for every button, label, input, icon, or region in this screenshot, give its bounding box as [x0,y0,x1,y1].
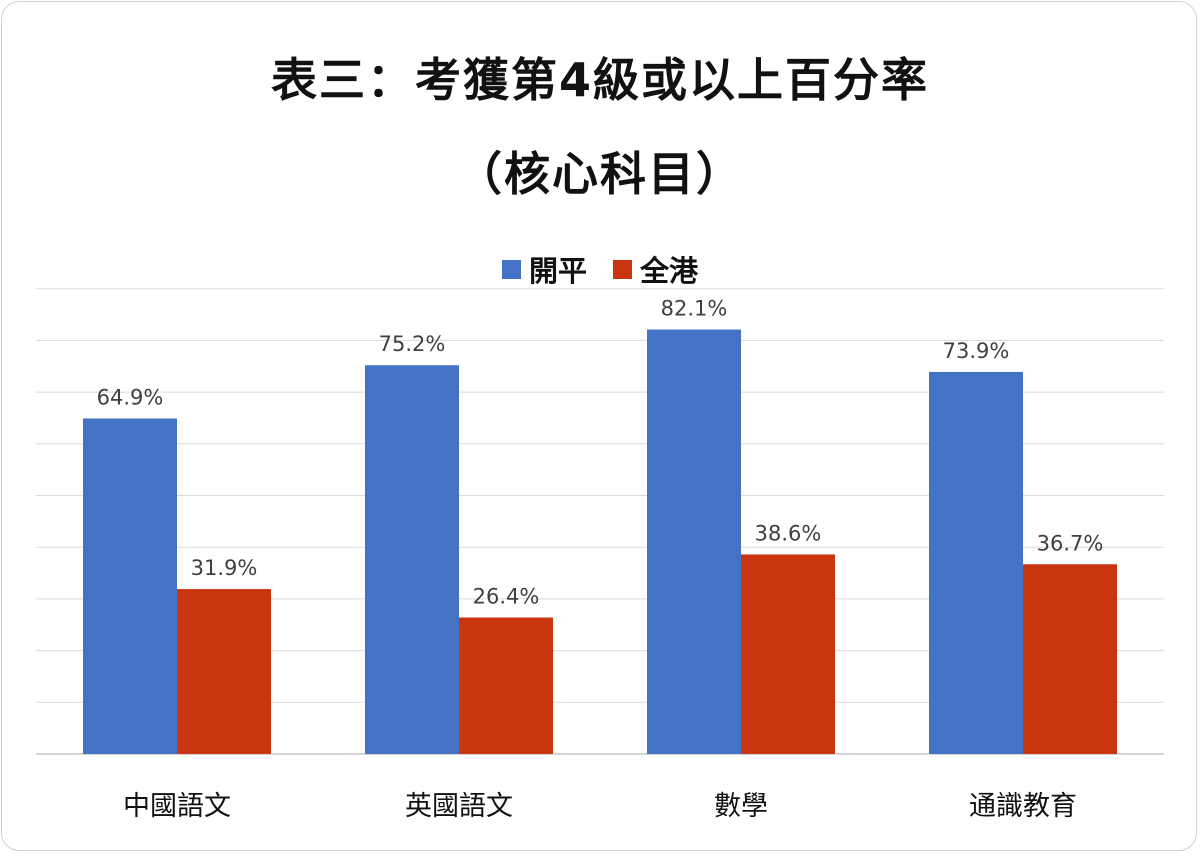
data-label-hongkong-1: 26.4% [473,585,540,609]
category-label-3: 通識教育 [969,791,1077,822]
legend-label-kaiping: 開平 [528,254,587,288]
bars [83,329,1117,754]
chart-title: 表三：考獲第4級或以上百分率 [270,53,929,107]
legend-swatch-kaiping [501,259,521,279]
data-label-hongkong-2: 38.6% [755,521,822,545]
legend-item-kaiping: 開平 [501,248,587,290]
bar-kaiping-2 [647,329,741,754]
category-label-0: 中國語文 [123,791,231,822]
bar-hongkong-1 [459,617,553,754]
legend-item-hongkong: 全港 [613,248,698,290]
data-label-kaiping-2: 82.1% [661,297,728,321]
chart-subtitle: （核心科目） [456,147,744,201]
bar-hongkong-2 [741,554,835,754]
bar-kaiping-1 [365,365,459,754]
legend-label-hongkong: 全港 [640,254,699,288]
bar-hongkong-0 [177,589,271,754]
data-labels: 64.9% 31.9% 75.2% 26.4% 82.1% 38.6% 73.9% 36.7% [97,297,1104,609]
chart-legend: 開平 全港 [0,248,1200,290]
data-label-kaiping-0: 64.9% [97,385,164,409]
data-label-hongkong-0: 31.9% [191,556,258,580]
category-label-1: 英國語文 [405,791,513,822]
data-label-hongkong-3: 36.7% [1037,531,1104,555]
category-label-2: 數學 [714,791,768,822]
data-label-kaiping-3: 73.9% [943,339,1010,363]
bar-kaiping-0 [83,418,177,754]
legend-swatch-hongkong [613,259,632,279]
bar-hongkong-3 [1023,564,1117,754]
data-label-kaiping-1: 75.2% [379,332,446,356]
category-axis: 中國語文 英國語文 數學 通識教育 [123,791,1077,822]
bar-kaiping-3 [929,371,1023,754]
